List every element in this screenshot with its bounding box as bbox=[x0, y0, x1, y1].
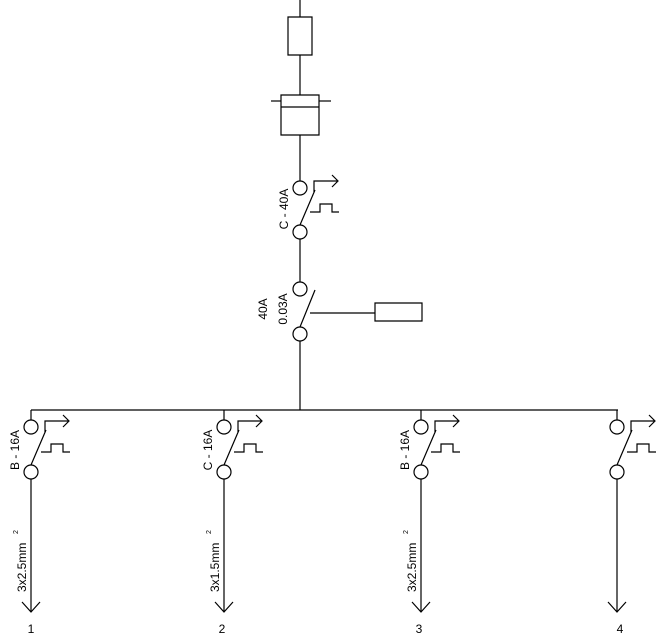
circuit-1-number: 1 bbox=[28, 622, 35, 636]
circuit-3-breaker: B - 16A bbox=[398, 430, 412, 470]
circuit-4: 4 bbox=[608, 410, 656, 636]
fuse bbox=[288, 0, 312, 55]
rcd-test-unit bbox=[375, 303, 422, 321]
main-breaker-rating: C - 40A bbox=[277, 189, 291, 230]
circuit-1-cable-sup: 2 bbox=[13, 530, 20, 534]
rcd-rating-current: 40A bbox=[256, 298, 270, 319]
circuit-2-cable: 3x1.5mm bbox=[208, 543, 222, 592]
main-circuit-breaker: C - 40A bbox=[277, 175, 339, 239]
circuit-1-breaker: B - 16A bbox=[8, 430, 22, 470]
circuit-2-cable-sup: 2 bbox=[206, 530, 213, 534]
circuit-2-number: 2 bbox=[219, 622, 226, 636]
circuit-3: B - 16A 3x2.5mm 2 3 bbox=[398, 410, 460, 636]
circuit-2-breaker: C - 16A bbox=[201, 430, 215, 471]
circuit-1-cable: 3x2.5mm bbox=[15, 543, 29, 592]
circuit-3-number: 3 bbox=[416, 622, 423, 636]
circuit-3-cable: 3x2.5mm bbox=[405, 543, 419, 592]
energy-meter bbox=[271, 95, 331, 135]
circuit-4-number: 4 bbox=[617, 622, 624, 636]
residual-current-device: 40A 0.03A bbox=[256, 282, 422, 341]
rcd-rating-sensitivity: 0.03A bbox=[276, 293, 290, 324]
circuit-2: C - 16A 3x1.5mm 2 2 bbox=[201, 410, 263, 636]
circuit-3-cable-sup: 2 bbox=[403, 530, 410, 534]
circuit-1: B - 16A 3x2.5mm 2 1 bbox=[8, 410, 70, 636]
